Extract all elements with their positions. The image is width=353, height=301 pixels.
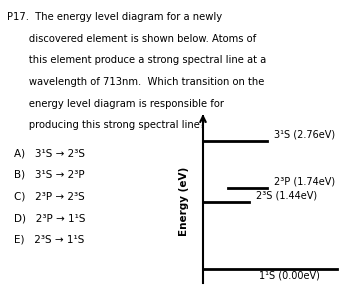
Text: B)   3¹S → 2³P: B) 3¹S → 2³P <box>14 170 85 180</box>
Text: 2³S (1.44eV): 2³S (1.44eV) <box>256 191 317 201</box>
Text: producing this strong spectral line?: producing this strong spectral line? <box>7 120 205 130</box>
Text: 2³P (1.74eV): 2³P (1.74eV) <box>274 177 335 187</box>
Text: energy level diagram is responsible for: energy level diagram is responsible for <box>7 99 224 109</box>
Text: 1¹S (0.00eV): 1¹S (0.00eV) <box>259 271 320 281</box>
Text: A)   3¹S → 2³S: A) 3¹S → 2³S <box>14 148 85 158</box>
Text: Energy (eV): Energy (eV) <box>179 167 189 236</box>
Text: discovered element is shown below. Atoms of: discovered element is shown below. Atoms… <box>7 34 256 44</box>
Text: P17.  The energy level diagram for a newly: P17. The energy level diagram for a newl… <box>7 12 222 22</box>
Text: D)   2³P → 1¹S: D) 2³P → 1¹S <box>14 213 86 223</box>
Text: C)   2³P → 2³S: C) 2³P → 2³S <box>14 191 85 201</box>
Text: wavelength of 713nm.  Which transition on the: wavelength of 713nm. Which transition on… <box>7 77 264 87</box>
Text: this element produce a strong spectral line at a: this element produce a strong spectral l… <box>7 55 266 65</box>
Text: 3¹S (2.76eV): 3¹S (2.76eV) <box>274 129 335 139</box>
Text: E)   2³S → 1¹S: E) 2³S → 1¹S <box>14 235 84 245</box>
